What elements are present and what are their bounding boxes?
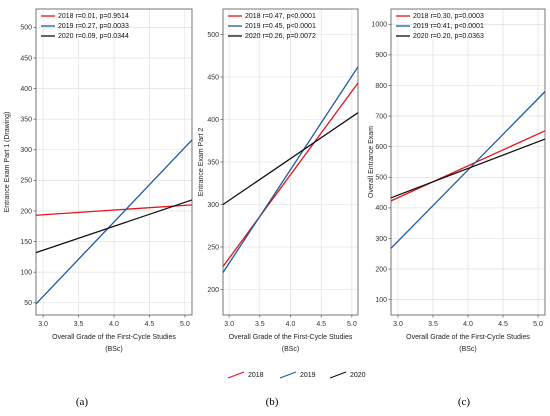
series-line-2020 bbox=[35, 199, 193, 254]
x-tick-label: 3.0 bbox=[393, 321, 403, 328]
y-tick-label: 300 bbox=[375, 236, 387, 243]
y-tick-label: 450 bbox=[207, 74, 219, 81]
series-line-2018 bbox=[390, 130, 546, 202]
series-line-2020 bbox=[390, 138, 546, 199]
x-tick-label: 5.0 bbox=[180, 321, 190, 328]
series-line-2018 bbox=[222, 82, 359, 267]
x-tick-label: 4.0 bbox=[286, 321, 296, 328]
x-axis-label-unit: (BSc) bbox=[105, 346, 123, 353]
y-tick-label: 500 bbox=[375, 175, 387, 182]
legend-entry: 2020 r=0.09, p=0.0344 bbox=[58, 33, 129, 40]
y-tick-label: 200 bbox=[375, 266, 387, 273]
x-tick-label: 4.5 bbox=[316, 321, 326, 328]
legend-entry: 2018 r=0.01, p=0.9514 bbox=[58, 13, 129, 20]
y-tick-label: 900 bbox=[375, 52, 387, 59]
series-line-2020 bbox=[222, 112, 359, 206]
x-axis-label: Overall Grade of the First-Cycle Studies bbox=[229, 334, 353, 341]
bottom-legend: 2018 2019 2020 bbox=[227, 371, 366, 379]
y-tick-label: 250 bbox=[207, 244, 219, 251]
y-tick-label: 100 bbox=[20, 269, 32, 276]
series-line-2018 bbox=[35, 204, 193, 216]
y-tick-label: 450 bbox=[20, 55, 32, 62]
bottom-legend-label: 2018 bbox=[248, 372, 264, 379]
legend-entry: 2019 r=0.45, p<0.0001 bbox=[245, 23, 316, 30]
x-tick-label: 3.0 bbox=[38, 321, 48, 328]
y-tick-label: 400 bbox=[375, 205, 387, 212]
series-line-2019 bbox=[390, 91, 546, 249]
panel-label: (c) bbox=[458, 396, 471, 408]
y-tick-label: 700 bbox=[375, 113, 387, 120]
y-tick-label: 400 bbox=[20, 86, 32, 93]
y-tick-label: 100 bbox=[375, 297, 387, 304]
y-tick-label: 200 bbox=[207, 287, 219, 294]
x-axis-label: Overall Grade of the First-Cycle Studies bbox=[406, 334, 530, 341]
legend-entry: 2019 r=0.27, p=0.0033 bbox=[58, 23, 129, 30]
x-axis-label-unit: (BSc) bbox=[459, 346, 477, 353]
series-line-2019 bbox=[35, 139, 193, 305]
legend-entry: 2018 r=0.30, p=0.0003 bbox=[413, 13, 484, 20]
bottom-legend-label: 2019 bbox=[300, 372, 316, 379]
series-line-2019 bbox=[222, 66, 359, 273]
bottom-legend-swatch bbox=[227, 371, 245, 379]
y-tick-label: 150 bbox=[20, 239, 32, 246]
y-tick-label: 350 bbox=[207, 159, 219, 166]
y-tick-label: 250 bbox=[20, 178, 32, 185]
y-tick-label: 500 bbox=[207, 32, 219, 39]
y-axis-label: Overall Entrance Exam bbox=[368, 126, 375, 198]
y-tick-label: 50 bbox=[24, 300, 32, 307]
panel-label: (a) bbox=[76, 396, 89, 408]
y-tick-label: 300 bbox=[20, 147, 32, 154]
y-tick-label: 1000 bbox=[371, 22, 387, 29]
chart-panel-2: 200 250 300 350 400 450 500 3.0 3.5 4.0 4.5 5.0 2018… bbox=[198, 8, 359, 408]
x-tick-label: 5.0 bbox=[347, 321, 357, 328]
y-tick-label: 600 bbox=[375, 144, 387, 151]
x-tick-label: 4.5 bbox=[498, 321, 508, 328]
x-tick-label: 4.0 bbox=[463, 321, 473, 328]
y-tick-label: 800 bbox=[375, 83, 387, 90]
x-tick-label: 5.0 bbox=[533, 321, 543, 328]
legend-entry: 2018 r=0.47, p<0.0001 bbox=[245, 13, 316, 20]
y-axis-label: Entrance Exam Part 1 (Drawing) bbox=[4, 112, 11, 213]
x-tick-label: 3.5 bbox=[428, 321, 438, 328]
y-axis-label: Entrance Exam Part 2 bbox=[198, 128, 205, 197]
y-tick-label: 300 bbox=[207, 202, 219, 209]
chart-panel-1: 50 100 150 200 250 300 350 400 450 500 3.0 3.5 4.0 4.… bbox=[4, 8, 193, 408]
bottom-legend-label: 2020 bbox=[350, 372, 366, 379]
x-tick-label: 4.5 bbox=[145, 321, 155, 328]
y-tick-label: 500 bbox=[20, 25, 32, 32]
x-tick-label: 3.5 bbox=[255, 321, 265, 328]
y-tick-label: 350 bbox=[20, 116, 32, 123]
x-axis-label: Overall Grade of the First-Cycle Studies bbox=[52, 334, 176, 341]
x-tick-label: 4.0 bbox=[109, 321, 119, 328]
x-axis-label-unit: (BSc) bbox=[282, 346, 300, 353]
legend-entry: 2020 r=0.20, p=0.0363 bbox=[413, 33, 484, 40]
chart-panel-3: 100 200 300 400 500 600 700 800 900 1000 3.0 3.5 4.0… bbox=[368, 8, 546, 408]
x-tick-label: 3.0 bbox=[224, 321, 234, 328]
bottom-legend-swatch bbox=[279, 371, 297, 379]
y-tick-label: 400 bbox=[207, 117, 219, 124]
legend-entry: 2019 r=0.41, p<0.0001 bbox=[413, 23, 484, 30]
bottom-legend-swatch bbox=[329, 371, 347, 379]
panel-label: (b) bbox=[266, 396, 279, 408]
legend-entry: 2020 r=0.26, p=0.0072 bbox=[245, 33, 316, 40]
y-tick-label: 200 bbox=[20, 208, 32, 215]
x-tick-label: 3.5 bbox=[74, 321, 84, 328]
